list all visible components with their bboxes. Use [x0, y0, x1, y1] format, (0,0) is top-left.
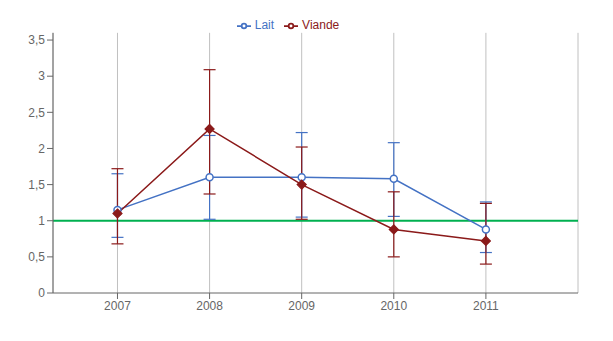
- html-text:Lait: Lait: [254, 18, 275, 32]
- svg-text:3,5: 3,5: [28, 33, 45, 47]
- svg-text:2011: 2011: [473, 299, 499, 313]
- html-text:Viande: Viande: [302, 18, 340, 32]
- svg-text:1,5: 1,5: [28, 178, 45, 192]
- svg-text:2010: 2010: [380, 299, 407, 313]
- svg-text:0: 0: [38, 286, 45, 300]
- svg-text:1: 1: [38, 214, 45, 228]
- svg-text:2009: 2009: [288, 299, 315, 313]
- svg-text:0,5: 0,5: [28, 250, 45, 264]
- svg-text:2,5: 2,5: [28, 106, 45, 120]
- svg-text:2: 2: [38, 142, 45, 156]
- svg-text:3: 3: [38, 69, 45, 83]
- svg-text:2007: 2007: [104, 299, 131, 313]
- svg-text:2008: 2008: [196, 299, 223, 313]
